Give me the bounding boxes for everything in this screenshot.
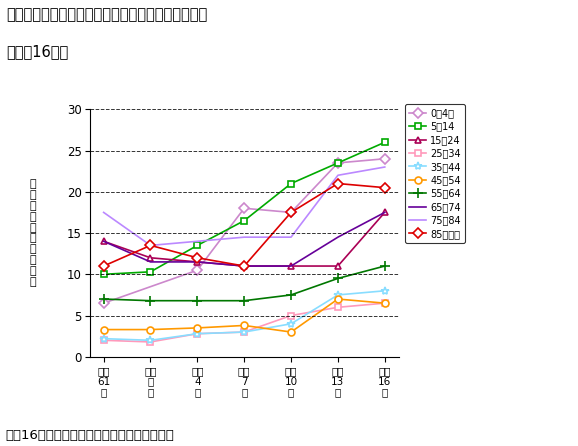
85歳以上 bbox=[288, 210, 295, 215]
5〜14 bbox=[194, 243, 201, 248]
25〜34 bbox=[335, 305, 342, 310]
Line: 75〜84: 75〜84 bbox=[103, 167, 385, 245]
85歳以上 bbox=[100, 263, 107, 268]
Line: 45〜54: 45〜54 bbox=[100, 296, 388, 335]
55〜64 bbox=[288, 292, 295, 297]
15〜24 bbox=[194, 259, 201, 264]
Text: （平成16年）: （平成16年） bbox=[6, 45, 68, 60]
Y-axis label: 通
院
者
率
（
人
口
千
対
）: 通 院 者 率 （ 人 口 千 対 ） bbox=[29, 179, 36, 287]
Line: 5〜14: 5〜14 bbox=[100, 139, 388, 278]
85歳以上 bbox=[147, 243, 154, 248]
35〜44 bbox=[100, 336, 107, 341]
35〜44 bbox=[288, 321, 295, 326]
65〜74 bbox=[381, 210, 388, 215]
15〜24 bbox=[241, 263, 248, 268]
0〜4歳 bbox=[288, 210, 295, 215]
55〜64 bbox=[241, 298, 248, 303]
Text: 平成16年度厚生労働省国民生活基礎調査より: 平成16年度厚生労働省国民生活基礎調査より bbox=[6, 429, 175, 442]
5〜14 bbox=[147, 269, 154, 274]
25〜34 bbox=[100, 338, 107, 343]
Line: 85歳以上: 85歳以上 bbox=[100, 180, 388, 269]
45〜54 bbox=[288, 329, 295, 334]
25〜34 bbox=[241, 329, 248, 334]
25〜34 bbox=[288, 313, 295, 318]
85歳以上 bbox=[381, 185, 388, 190]
0〜4歳 bbox=[335, 160, 342, 165]
55〜64 bbox=[100, 296, 107, 301]
35〜44 bbox=[241, 329, 248, 334]
45〜54 bbox=[381, 301, 388, 306]
85歳以上 bbox=[194, 255, 201, 260]
Line: 25〜34: 25〜34 bbox=[101, 301, 387, 345]
0〜4歳 bbox=[100, 301, 107, 306]
45〜54 bbox=[241, 323, 248, 328]
15〜24 bbox=[288, 263, 295, 268]
35〜44 bbox=[381, 288, 388, 293]
85歳以上 bbox=[241, 263, 248, 268]
35〜44 bbox=[147, 338, 154, 343]
Line: 15〜24: 15〜24 bbox=[100, 209, 388, 269]
45〜54 bbox=[194, 325, 201, 330]
Line: 55〜64: 55〜64 bbox=[99, 261, 390, 306]
25〜34 bbox=[194, 331, 201, 336]
45〜54 bbox=[147, 327, 154, 332]
75〜84 bbox=[100, 210, 107, 215]
75〜84 bbox=[241, 235, 248, 240]
45〜54 bbox=[335, 296, 342, 301]
15〜24 bbox=[100, 239, 107, 244]
35〜44 bbox=[194, 331, 201, 336]
5〜14 bbox=[335, 160, 342, 165]
Line: 35〜44: 35〜44 bbox=[99, 287, 389, 344]
Legend: 0〜4歳, 5〜14, 15〜24, 25〜34, 35〜44, 45〜54, 55〜64, 65〜74, 75〜84, 85歳以上: 0〜4歳, 5〜14, 15〜24, 25〜34, 35〜44, 45〜54, … bbox=[405, 104, 465, 243]
65〜74 bbox=[100, 239, 107, 244]
85歳以上 bbox=[335, 181, 342, 186]
75〜84 bbox=[288, 235, 295, 240]
35〜44 bbox=[335, 292, 342, 297]
Line: 0〜4歳: 0〜4歳 bbox=[100, 155, 388, 307]
55〜64 bbox=[194, 298, 201, 303]
25〜34 bbox=[147, 339, 154, 345]
25〜34 bbox=[381, 301, 388, 306]
45〜54 bbox=[100, 327, 107, 332]
75〜84 bbox=[381, 164, 388, 169]
65〜74 bbox=[335, 235, 342, 240]
65〜74 bbox=[241, 263, 248, 268]
0〜4歳 bbox=[194, 268, 201, 273]
5〜14 bbox=[241, 218, 248, 223]
65〜74 bbox=[147, 259, 154, 264]
15〜24 bbox=[335, 263, 342, 268]
Line: 65〜74: 65〜74 bbox=[103, 212, 385, 266]
15〜24 bbox=[147, 255, 154, 260]
5〜14 bbox=[100, 272, 107, 277]
5〜14 bbox=[288, 181, 295, 186]
5〜14 bbox=[381, 140, 388, 145]
75〜84 bbox=[194, 239, 201, 244]
75〜84 bbox=[335, 173, 342, 178]
0〜4歳 bbox=[241, 206, 248, 211]
Text: 喘息・小児喘息の年齢階級別の通院者率の経年変化: 喘息・小児喘息の年齢階級別の通院者率の経年変化 bbox=[6, 7, 207, 22]
55〜64 bbox=[147, 298, 154, 303]
0〜4歳 bbox=[381, 156, 388, 161]
15〜24 bbox=[381, 210, 388, 215]
65〜74 bbox=[194, 259, 201, 264]
75〜84 bbox=[147, 243, 154, 248]
65〜74 bbox=[288, 263, 295, 268]
55〜64 bbox=[335, 276, 342, 281]
55〜64 bbox=[381, 263, 388, 268]
